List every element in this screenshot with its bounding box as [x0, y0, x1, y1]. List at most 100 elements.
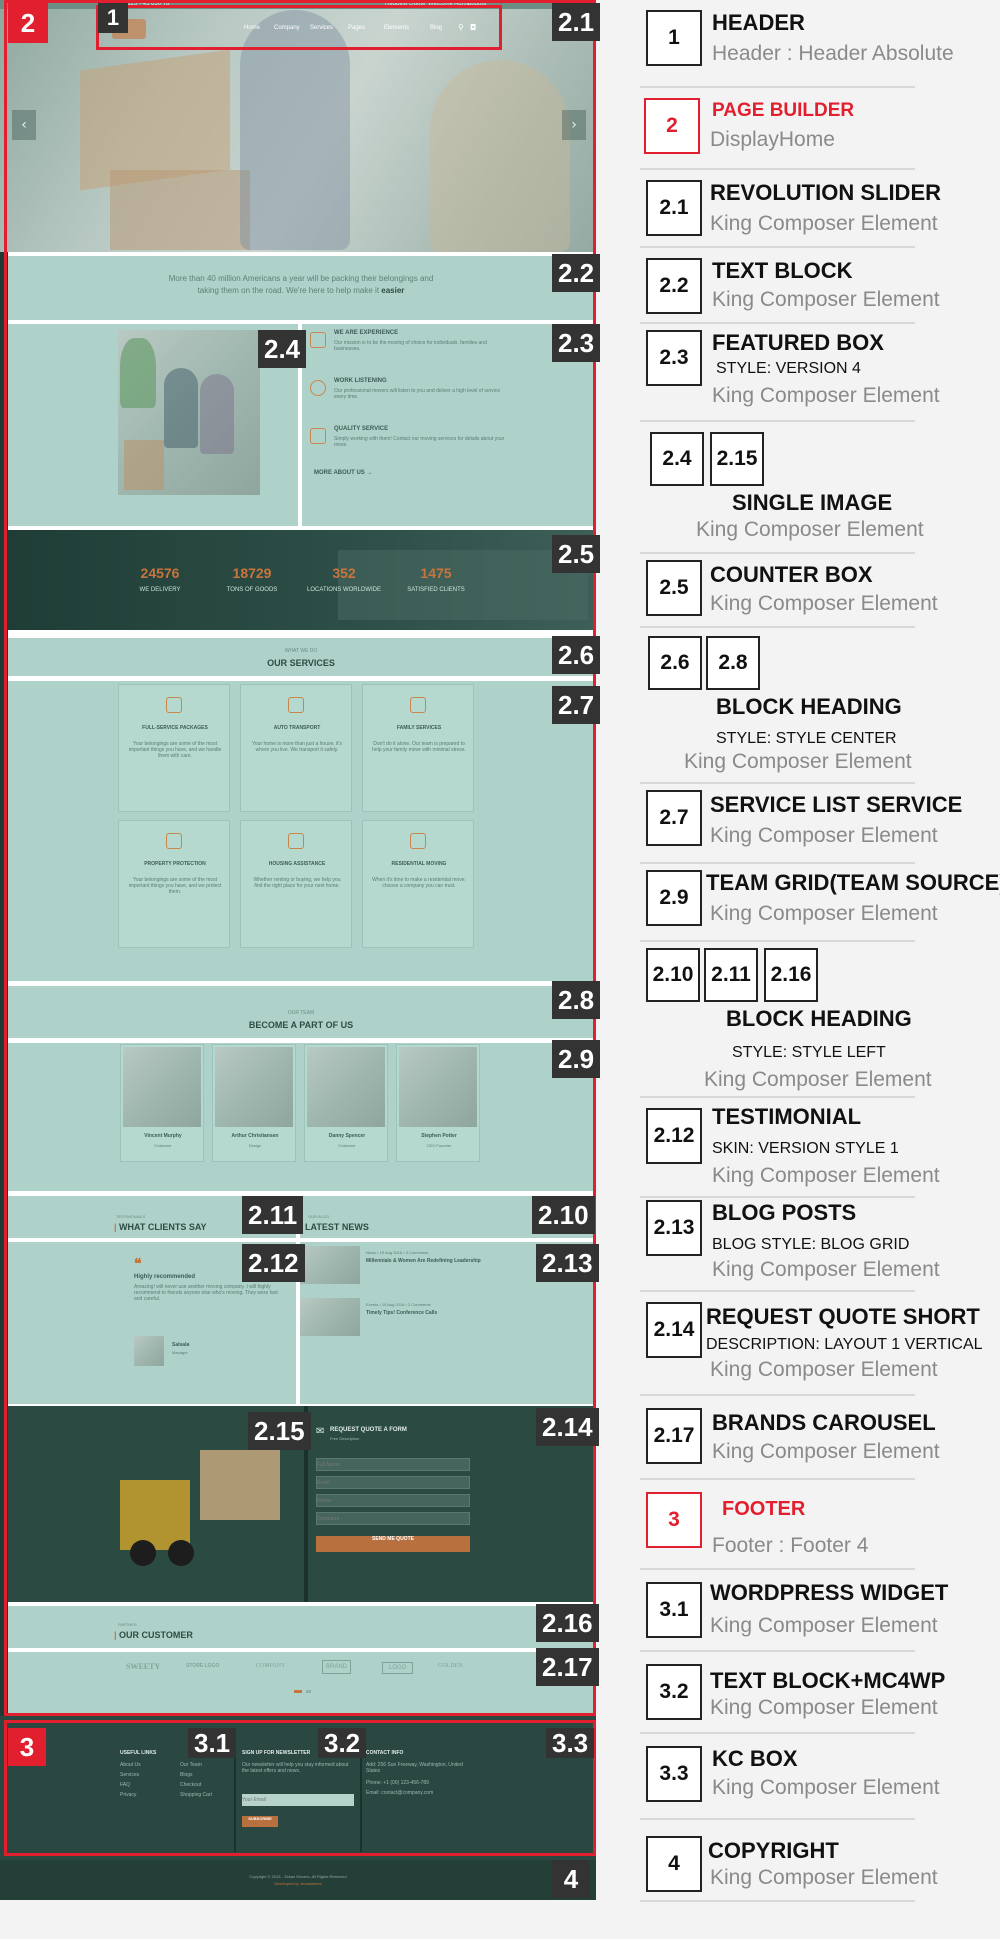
- legend-subtitle: King Composer Element: [712, 1258, 940, 1281]
- footer-link[interactable]: About Us: [120, 1762, 141, 1768]
- feature-text: Our professional movers will listen to y…: [334, 388, 501, 400]
- slider-prev-icon[interactable]: ‹: [12, 110, 36, 140]
- blog-post[interactable]: Events • 19 Aug 2016 • 2 Comments Timely…: [300, 1298, 500, 1338]
- badge-2-13: 2.13: [536, 1244, 599, 1282]
- nav-item-company[interactable]: Company: [274, 25, 300, 31]
- footer-link[interactable]: FAQ: [120, 1782, 131, 1788]
- brand-logo[interactable]: COMPANY: [256, 1663, 286, 1669]
- brand-logo[interactable]: LOGO: [382, 1662, 414, 1674]
- nav-item-home[interactable]: Home: [244, 25, 261, 31]
- team-member[interactable]: Stephen Potter CEO Founder: [396, 1044, 480, 1162]
- person-shape-2: [200, 374, 234, 454]
- carousel-dot-active[interactable]: [294, 1690, 302, 1693]
- brand-logo[interactable]: BRAND: [322, 1660, 352, 1674]
- customer-heading-title: | OUR CUSTOMER: [114, 1630, 193, 1640]
- subscribe-button[interactable]: SUBSCRIBE: [242, 1816, 278, 1827]
- page-preview: ‹ › 1 (00) 123 - 45 650 78 Request Quote…: [0, 0, 601, 1900]
- team-member[interactable]: Arthur Christiansen Design: [212, 1044, 296, 1162]
- footer-col-divider: [234, 1728, 236, 1852]
- nav-item-blog[interactable]: Blog: [430, 25, 443, 31]
- team-member[interactable]: Vincent Murphy Customer: [120, 1044, 204, 1162]
- footer-link[interactable]: Checkout: [180, 1782, 202, 1788]
- footer-link[interactable]: Blogs: [180, 1772, 193, 1778]
- footer-link[interactable]: Shopping Cart: [180, 1792, 212, 1798]
- service-card[interactable]: FAMILY SERVICES Don't do it alone. Our t…: [362, 684, 474, 812]
- cart-icon[interactable]: ◘: [470, 23, 477, 32]
- counter-value: 18729: [232, 565, 272, 581]
- email-field[interactable]: [316, 1476, 470, 1489]
- service-card[interactable]: PROPERTY PROTECTION Your belongings are …: [118, 820, 230, 948]
- legend-divider: [640, 1732, 915, 1734]
- divider: [8, 676, 594, 681]
- hero-person-woman: [240, 10, 350, 250]
- divider: [8, 1648, 594, 1652]
- carousel-dot[interactable]: [306, 1690, 311, 1693]
- send-quote-button[interactable]: SEND ME QUOTE: [316, 1536, 470, 1552]
- legend-subtitle: King Composer Element: [696, 518, 924, 541]
- search-icon[interactable]: ⚲: [458, 23, 464, 32]
- service-card[interactable]: RESIDENTIAL MOVING When it's time to mak…: [362, 820, 474, 948]
- legend-number-box: 2.5: [646, 560, 702, 616]
- badge-2-15: 2.15: [248, 1412, 311, 1450]
- divider: [8, 252, 594, 256]
- footer-link[interactable]: Services: [120, 1772, 140, 1778]
- badge-2-11: 2.11: [242, 1196, 304, 1234]
- feature-item: QUALITY SERVICE Simply working with them…: [310, 426, 510, 476]
- service-card[interactable]: HOUSING ASSISTANCE Whether renting or bu…: [240, 820, 352, 948]
- member-name: Stephen Potter: [421, 1133, 457, 1139]
- nav-item-elements[interactable]: Elements: [384, 25, 410, 31]
- service-text: Your home is more than just a house, it'…: [252, 741, 342, 753]
- legend-divider: [640, 1900, 915, 1902]
- testimonial-name: Salsala: [172, 1342, 190, 1348]
- topbar-logout[interactable]: Logout: [468, 1, 487, 7]
- brand-logo[interactable]: STORE LOGO: [186, 1663, 220, 1669]
- service-card[interactable]: FULL-SERVICE PACKAGES Your belongings ar…: [118, 684, 230, 812]
- member-photo: [307, 1047, 385, 1127]
- legend-number-box: 2.1: [646, 180, 702, 236]
- newsletter-text: Our newsletter will help you stay inform…: [242, 1762, 349, 1774]
- legend-title: SERVICE LIST SERVICE: [710, 792, 963, 817]
- hero-slider[interactable]: ‹ ›: [0, 0, 596, 252]
- service-card[interactable]: AUTO TRANSPORT Your home is more than ju…: [240, 684, 352, 812]
- family-icon: [410, 697, 426, 713]
- legend-style: STYLE: VERSION 4: [716, 360, 861, 377]
- departure-field[interactable]: [316, 1512, 470, 1525]
- counter-label: WE DELIVERY: [139, 587, 181, 593]
- legend-title: WORDPRESS WIDGET: [710, 1580, 949, 1605]
- contact-title: CONTACT INFO: [366, 1750, 404, 1756]
- feature-title: QUALITY SERVICE: [334, 426, 389, 432]
- legend-title: REVOLUTION SLIDER: [710, 180, 942, 205]
- blog-title[interactable]: Millennials & Women Are Redefining Leade…: [366, 1258, 481, 1264]
- newsletter-email-input[interactable]: [242, 1794, 354, 1806]
- brand-logo[interactable]: GOLDEN: [438, 1663, 463, 1669]
- phone-field[interactable]: [316, 1494, 470, 1507]
- topbar-request-quote[interactable]: Request Quote: [385, 1, 426, 7]
- full-name-field[interactable]: [316, 1458, 470, 1471]
- blog-title[interactable]: Timely Tips! Conference Calls: [366, 1310, 438, 1316]
- footer-link[interactable]: Our Team: [180, 1762, 202, 1768]
- badge-3: 3: [8, 1728, 46, 1766]
- legend-title: BLOCK HEADING: [716, 694, 902, 719]
- badge-2-6: 2.6: [552, 636, 601, 674]
- blog-meta: News • 19 Aug 2016 • 3 Comments: [366, 1250, 429, 1255]
- team-member[interactable]: Danny Spencer Customer: [304, 1044, 388, 1162]
- heading-bar-icon: |: [114, 1630, 120, 1640]
- nav-item-pages[interactable]: Pages: [348, 25, 366, 31]
- legend-number-box: 1: [646, 10, 702, 66]
- footer-link[interactable]: Privacy: [120, 1792, 137, 1798]
- legend-divider: [640, 1096, 915, 1098]
- blog-post[interactable]: News • 19 Aug 2016 • 3 Comments Millenni…: [300, 1246, 500, 1286]
- legend-number-box: 2.2: [646, 258, 702, 314]
- legend-subtitle: King Composer Element: [704, 1068, 932, 1091]
- legend-number-box: 2.3: [646, 330, 702, 386]
- more-about-us-link[interactable]: MORE ABOUT US →: [314, 470, 373, 476]
- newsletter-title: SIGN UP FOR NEWSLETTER: [242, 1750, 311, 1756]
- badge-2-17: 2.17: [536, 1648, 599, 1686]
- nav-item-services[interactable]: Services: [310, 25, 334, 31]
- brand-logo[interactable]: SWEETY: [126, 1662, 161, 1671]
- legend-number-box: 2.9: [646, 870, 702, 926]
- counter-label: TONS OF GOODS: [226, 587, 278, 593]
- slider-next-icon[interactable]: ›: [562, 110, 586, 140]
- forklift-image: [120, 1440, 290, 1570]
- legend-subtitle: King Composer Element: [710, 592, 938, 615]
